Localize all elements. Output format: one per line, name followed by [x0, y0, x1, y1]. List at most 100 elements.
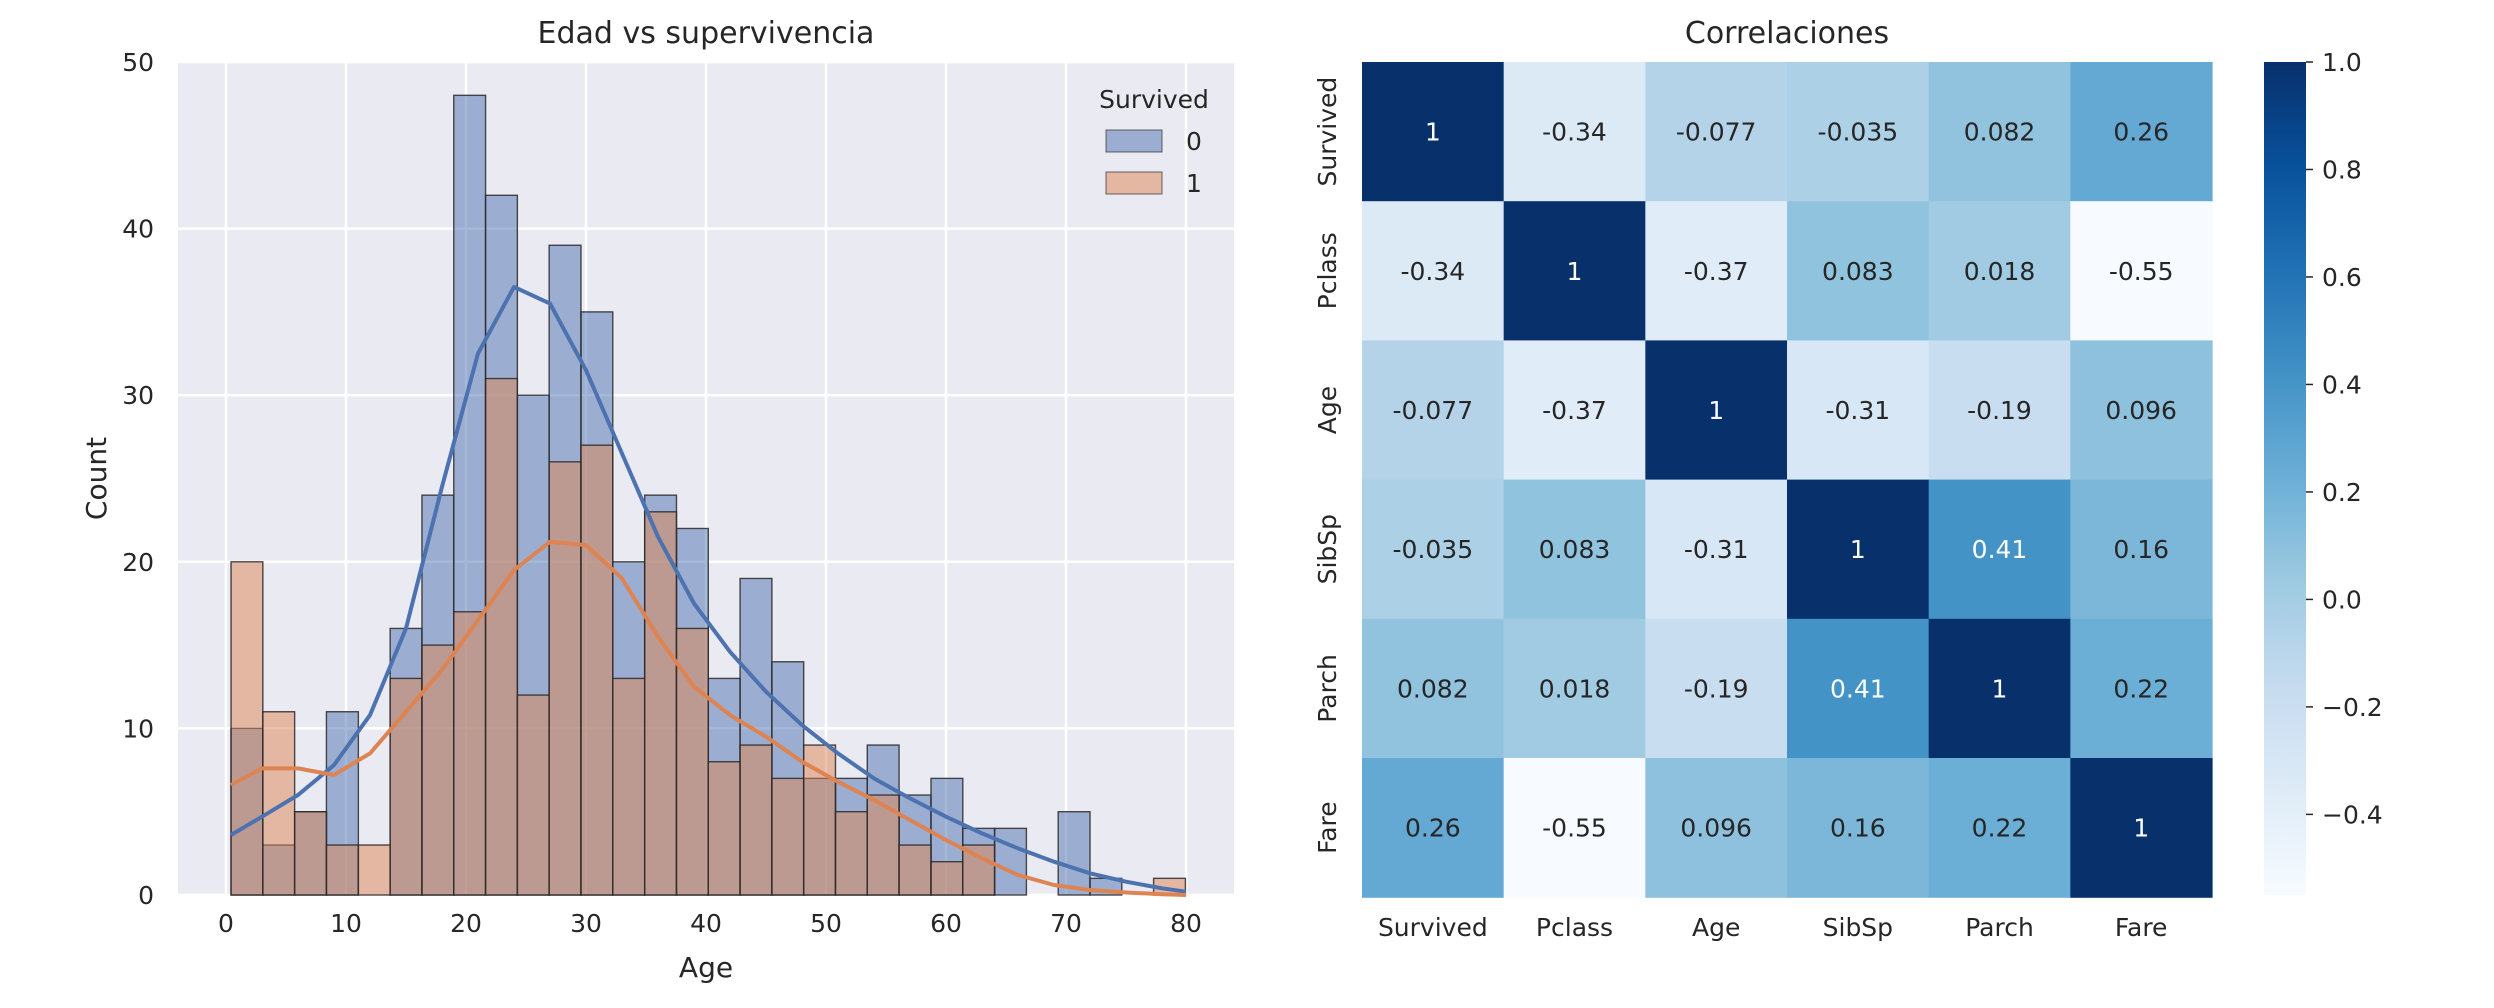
heatmap-cell — [1928, 618, 2071, 759]
legend-label-1: 1 — [1186, 169, 1202, 198]
histogram-bar-survived-1 — [707, 761, 741, 896]
heatmap-cell-value: 0.16 — [2113, 535, 2169, 564]
legend-label-0: 0 — [1186, 127, 1202, 156]
histogram-bar-survived-1 — [643, 511, 678, 896]
colorbar-tick-label: −0.4 — [2322, 800, 2383, 829]
histogram-y-axis-label: Count — [80, 437, 113, 520]
heatmap-cell — [2070, 479, 2213, 620]
histogram-bar-survived-1 — [548, 461, 582, 896]
heatmap-cell — [1928, 201, 2071, 341]
y-tick-label: 20 — [122, 548, 154, 577]
heatmap-row-label: SibSp — [1313, 514, 1342, 584]
heatmap-cells: 1 -0.34 -0.077 -0.035 0.082 0.26 -0.34 1 -0.37 0.… — [1362, 62, 2213, 898]
heatmap-cell-value: 0.096 — [1680, 814, 1752, 843]
heatmap-cell — [1787, 618, 1930, 759]
y-tick-label: 0 — [138, 881, 154, 910]
heatmap-cell — [1362, 479, 1505, 620]
colorbar-bar — [2264, 62, 2306, 895]
histogram-bar-survived-1 — [898, 844, 932, 896]
heatmap-cell — [1362, 758, 1505, 898]
heatmap-row-label: Fare — [1313, 801, 1342, 854]
kde-curves — [229, 284, 1187, 897]
heatmap-cell — [1787, 201, 1930, 341]
y-tick-label: 40 — [122, 215, 154, 244]
histogram-bar-survived-1 — [325, 844, 360, 896]
histogram-bar-survived-1 — [612, 677, 646, 896]
histogram-bar-survived-0 — [1057, 811, 1091, 896]
legend-swatch-1 — [1105, 171, 1163, 195]
heatmap-row-label: Parch — [1313, 654, 1342, 723]
heatmap-cell — [1928, 479, 2071, 620]
colorbar-tick-label: −0.2 — [2322, 693, 2383, 722]
histogram-bar-survived-1 — [421, 644, 455, 896]
heatmap-cell — [1928, 62, 2071, 202]
heatmap-cell-value: 1 — [1567, 257, 1583, 286]
x-tick-label: 70 — [1050, 909, 1082, 938]
heatmap-row-label: Pclass — [1313, 232, 1342, 309]
heatmap-cell — [2070, 62, 2213, 202]
heatmap-cell-value: 0.018 — [1539, 674, 1611, 703]
heatmap-cell — [1503, 201, 1646, 341]
heatmap-panel: 1 -0.34 -0.077 -0.035 0.082 0.26 -0.34 1 -0.37 0.… — [1313, 16, 2383, 942]
heatmap-cell-value: 1 — [1708, 396, 1724, 425]
colorbar-tick-label: 1.0 — [2322, 48, 2362, 77]
x-tick-label: 40 — [690, 909, 722, 938]
heatmap-cell-value: 0.26 — [1405, 814, 1461, 843]
heatmap-cell — [1928, 758, 2071, 898]
histogram-bar-survived-1 — [453, 611, 487, 896]
heatmap-cell-value: 1 — [2133, 814, 2149, 843]
heatmap-row-label: Survived — [1313, 77, 1342, 187]
heatmap-cell-value: -0.55 — [2109, 257, 2174, 286]
heatmap-cell-value: -0.34 — [1400, 257, 1465, 286]
heatmap-cell-value: 0.41 — [1972, 535, 2028, 564]
x-tick-label: 30 — [570, 909, 602, 938]
heatmap-cell — [1787, 758, 1930, 898]
heatmap-cell-value: 0.083 — [1822, 257, 1894, 286]
heatmap-cell-value: -0.19 — [1684, 674, 1749, 703]
heatmap-cell — [1645, 62, 1788, 202]
heatmap-cell-value: -0.19 — [1967, 396, 2032, 425]
heatmap-cell — [1503, 340, 1646, 481]
heatmap-cell-value: 0.096 — [2105, 396, 2177, 425]
heatmap-cell-value: 0.22 — [1972, 814, 2028, 843]
histogram-bar-survived-1 — [771, 777, 805, 896]
histogram-bar-survived-1 — [357, 844, 391, 896]
heatmap-cell-value: -0.37 — [1684, 257, 1749, 286]
heatmap-cell — [2070, 758, 2213, 898]
heatmap-column-label: Parch — [1965, 913, 2034, 942]
y-tick-label: 30 — [122, 381, 154, 410]
colorbar-tick-label: 0.2 — [2322, 478, 2362, 507]
heatmap-cell — [1787, 479, 1930, 620]
heatmap-cell — [1362, 340, 1505, 481]
heatmap-cell-value: 0.018 — [1964, 257, 2036, 286]
y-tick-label: 50 — [122, 48, 154, 77]
heatmap-cell — [1645, 758, 1788, 898]
heatmap-cell-value: -0.035 — [1393, 535, 1474, 564]
heatmap-row-label: Age — [1313, 386, 1342, 434]
x-tick-label: 80 — [1170, 909, 1202, 938]
heatmap-cell — [1503, 618, 1646, 759]
heatmap-cell-value: 1 — [1992, 674, 2008, 703]
histogram-bar-survived-1 — [739, 744, 773, 896]
heatmap-cell-value: 1 — [1425, 118, 1441, 147]
heatmap-cell-value: -0.55 — [1542, 814, 1607, 843]
histogram-bar-survived-1 — [580, 444, 614, 896]
y-tick-label: 10 — [122, 714, 154, 743]
heatmap-column-label: Age — [1692, 913, 1740, 942]
heatmap-cell — [2070, 340, 2213, 481]
histogram-title: Edad vs supervivencia — [538, 16, 875, 51]
colorbar: 1.0 0.8 0.6 0.4 0.2 0.0 −0.2 −0.4 — [2264, 48, 2383, 895]
heatmap-cell-value: -0.34 — [1542, 118, 1607, 147]
heatmap-column-label: Fare — [2115, 913, 2168, 942]
histogram-bar-survived-1 — [484, 377, 519, 896]
heatmap-cell-value: 1 — [1850, 535, 1866, 564]
histogram-bar-survived-1 — [516, 694, 550, 896]
legend-title: Survived — [1099, 85, 1209, 114]
heatmap-column-label: SibSp — [1823, 913, 1893, 942]
heatmap-cell — [1645, 479, 1788, 620]
x-tick-label: 0 — [218, 909, 234, 938]
heatmap-cell-value: -0.37 — [1542, 396, 1607, 425]
heatmap-axis-labels: Survived Pclass Age SibSp Parch Fare Survived P… — [1313, 77, 2167, 942]
heatmap-cell — [1645, 340, 1788, 481]
